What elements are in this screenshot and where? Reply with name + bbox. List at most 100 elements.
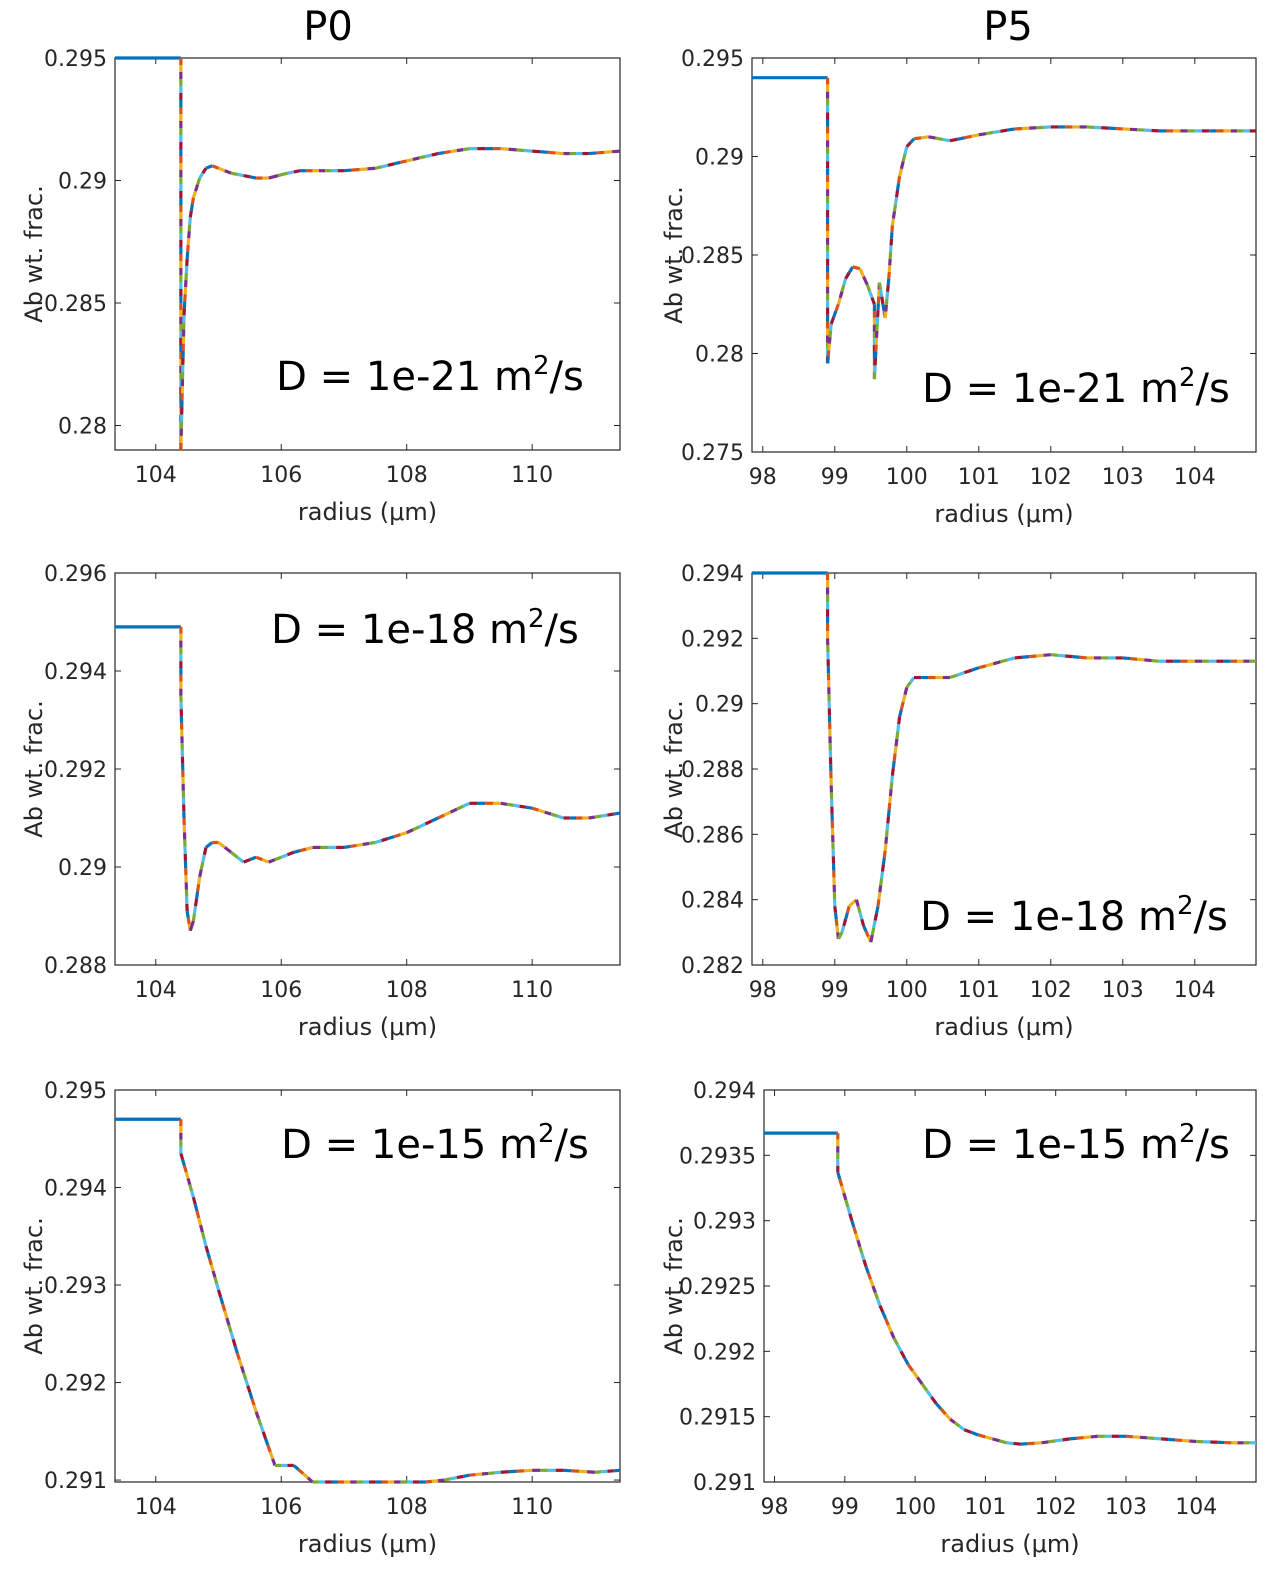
series-segment <box>889 803 890 810</box>
x-tick-label: 99 <box>821 465 849 490</box>
x-tick-label: 101 <box>964 1495 1006 1520</box>
series-segment <box>838 298 840 304</box>
series-segment <box>905 687 907 694</box>
series-segment <box>881 290 882 297</box>
series-segment <box>1140 1437 1147 1438</box>
series-segment <box>225 1311 227 1318</box>
series-segment <box>828 350 829 357</box>
series-segment <box>231 1332 233 1339</box>
series-segment <box>275 857 281 859</box>
x-tick-label: 98 <box>761 1495 789 1520</box>
series-segment <box>1008 658 1015 660</box>
series-segment <box>451 1478 457 1479</box>
x-tick-label: 108 <box>386 978 428 1003</box>
y-tick-label: 0.292 <box>693 1340 756 1365</box>
series-segment <box>852 1221 854 1228</box>
series-segment <box>191 204 192 211</box>
series-segment <box>866 1266 868 1273</box>
series-segment <box>193 1197 195 1204</box>
y-tick-label: 0.295 <box>44 1079 107 1104</box>
series-segment <box>206 166 212 168</box>
series-segment <box>838 1172 840 1179</box>
series-segment <box>879 283 880 290</box>
y-tick-label: 0.292 <box>44 1372 107 1397</box>
series-segment <box>248 1386 250 1393</box>
series-segment <box>848 1207 850 1214</box>
y-tick-label: 0.294 <box>44 1177 107 1202</box>
x-tick-label: 101 <box>958 978 1000 1003</box>
series-segment <box>893 211 894 218</box>
x-tick-label: 110 <box>511 463 553 488</box>
series-segment <box>394 835 400 837</box>
series-segment <box>993 131 1000 132</box>
series-segment <box>213 1271 215 1277</box>
y-tick-label: 0.284 <box>681 889 744 914</box>
x-tick-label: 104 <box>135 978 177 1003</box>
series-segment <box>830 331 831 338</box>
series-segment <box>201 862 203 869</box>
x-tick-label: 102 <box>1030 978 1072 1003</box>
series-segment <box>1015 657 1022 658</box>
series-segment <box>875 913 876 920</box>
series-segment <box>438 1480 444 1481</box>
series-segment <box>881 878 882 885</box>
series-segment <box>375 167 381 168</box>
series-segment <box>181 1153 183 1159</box>
series-segment <box>1126 1436 1133 1437</box>
series-segment <box>196 185 198 192</box>
series-segment <box>219 168 225 170</box>
series-segment <box>463 149 469 150</box>
series-segment <box>197 1211 199 1218</box>
series-segment <box>495 1472 501 1473</box>
y-tick-label: 0.294 <box>681 562 744 587</box>
series-segment <box>900 169 902 176</box>
series-segment <box>1154 1438 1161 1439</box>
series-segment <box>853 267 860 269</box>
series-segment <box>867 285 869 292</box>
x-tick-label: 101 <box>958 465 1000 490</box>
series-segment <box>194 906 195 913</box>
series-segment <box>1133 1437 1140 1438</box>
series-segment <box>887 830 888 837</box>
series-segment <box>1036 655 1043 656</box>
series-segment <box>488 1473 494 1474</box>
series-segment <box>266 1439 268 1446</box>
series-segment <box>1147 1438 1154 1439</box>
series-segment <box>223 1304 225 1311</box>
x-tick-label: 108 <box>386 1495 428 1520</box>
series-segment <box>444 152 450 153</box>
series-segment <box>273 1459 275 1466</box>
y-tick-label: 0.28 <box>695 343 744 368</box>
series-segment <box>1051 655 1058 656</box>
series-segment <box>1056 1440 1063 1441</box>
y-tick-label: 0.292 <box>681 627 744 652</box>
series-segment <box>269 860 275 862</box>
series-segment <box>957 138 964 139</box>
x-tick-label: 106 <box>260 978 302 1003</box>
y-tick-label: 0.294 <box>44 660 107 685</box>
series-segment <box>914 138 921 139</box>
series-segment <box>344 846 350 847</box>
series-segment <box>899 176 900 183</box>
series-segment <box>872 298 874 305</box>
y-tick-label: 0.28 <box>58 415 107 440</box>
series-segment <box>864 1260 866 1267</box>
x-tick-label: 106 <box>260 463 302 488</box>
series-segment <box>199 1218 201 1225</box>
series-segment <box>394 162 400 163</box>
y-tick-label: 0.286 <box>681 823 744 848</box>
series-segment <box>288 852 294 854</box>
series-segment <box>476 1474 482 1475</box>
series-segment <box>986 132 993 133</box>
series-segment <box>595 816 601 817</box>
series-segment <box>532 808 538 810</box>
series-segment <box>197 892 198 899</box>
series-segment <box>835 906 836 913</box>
series-segment <box>294 851 300 853</box>
series-segment <box>871 935 872 942</box>
y-tick-label: 0.294 <box>693 1079 756 1104</box>
